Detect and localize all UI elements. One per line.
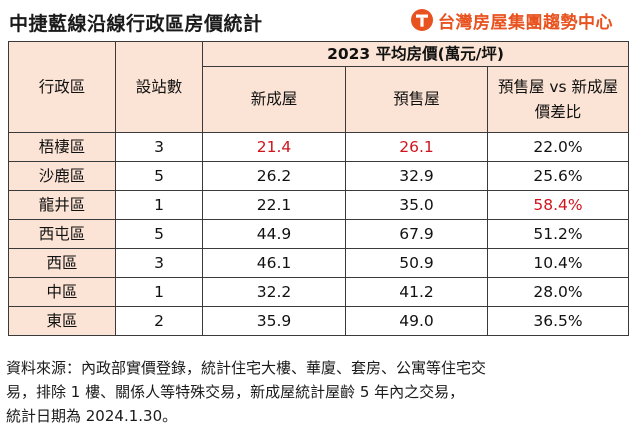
cell-stations: 2 [115, 306, 203, 336]
cell-price-diff: 28.0% [486, 277, 630, 307]
table-row: 中區 1 32.2 41.2 28.0% [8, 277, 630, 307]
cell-new-price: 35.9 [202, 306, 346, 336]
header-year-group: 2023 平均房價(萬元/坪) [201, 41, 630, 67]
cell-stations: 5 [115, 161, 203, 191]
cell-new-price: 46.1 [202, 248, 346, 278]
cell-district: 沙鹿區 [8, 161, 116, 191]
cell-price-diff: 10.4% [486, 248, 630, 278]
cell-district: 中區 [8, 277, 116, 307]
header-diff: 預售屋 vs 新成屋 價差比 [486, 66, 630, 133]
source-line-2: 易，排除 1 樓、關係人等特殊交易，新成屋統計屋齡 5 年內之交易， [6, 383, 465, 401]
page-title: 中捷藍線沿線行政區房價統計 [9, 13, 263, 35]
cell-stations: 3 [115, 132, 203, 162]
cell-new-price: 26.2 [202, 161, 346, 191]
cell-stations: 5 [115, 219, 203, 249]
table-row: 沙鹿區 5 26.2 32.9 25.6% [8, 161, 630, 191]
table-body: 梧棲區 3 21.4 26.1 22.0% 沙鹿區 5 26.2 32.9 25.6% 龍井區 1 22… [8, 132, 630, 336]
header-row-sub: 新成屋 預售屋 預售屋 vs 新成屋 價差比 [9, 66, 630, 133]
cell-price-diff: 25.6% [486, 161, 630, 191]
source-line-3: 統計日期為 2024.1.30。 [6, 407, 178, 425]
cell-stations: 1 [115, 190, 203, 220]
cell-presale-price: 35.0 [345, 190, 488, 220]
cell-new-price: 44.9 [202, 219, 346, 249]
tw-house-logo-icon [411, 9, 433, 31]
brand-header: 台灣房屋集團趨勢中心 [410, 6, 613, 34]
header-presale: 預售屋 [345, 66, 488, 133]
brand-name: 台灣房屋集團趨勢中心 [438, 12, 613, 33]
cell-district: 西屯區 [8, 219, 116, 249]
cell-presale-price: 67.9 [345, 219, 488, 249]
header-diff-line1: 預售屋 vs 新成屋 [497, 77, 619, 96]
cell-district: 梧棲區 [8, 132, 116, 162]
cell-district: 西區 [8, 248, 116, 278]
price-table: 行政區 設站數 2023 平均房價(萬元/坪) 新成屋 預售屋 預售屋 vs 新… [8, 41, 630, 336]
cell-price-diff: 58.4% [486, 190, 630, 220]
cell-presale-price: 49.0 [345, 306, 488, 336]
cell-price-diff: 22.0% [486, 132, 630, 162]
header-diff-label: 預售屋 vs 新成屋 價差比 [498, 75, 618, 125]
cell-stations: 1 [115, 277, 203, 307]
cell-price-diff: 36.5% [486, 306, 630, 336]
cell-presale-price: 41.2 [345, 277, 488, 307]
header-district: 行政區 [8, 41, 116, 133]
table-header: 行政區 設站數 2023 平均房價(萬元/坪) 新成屋 預售屋 預售屋 vs 新… [8, 41, 630, 133]
cell-new-price: 22.1 [202, 190, 346, 220]
cell-district: 龍井區 [8, 190, 116, 220]
table-row: 西屯區 5 44.9 67.9 51.2% [8, 219, 630, 249]
cell-district: 東區 [8, 306, 116, 336]
cell-new-price: 32.2 [202, 277, 346, 307]
table-row: 龍井區 1 22.1 35.0 58.4% [8, 190, 630, 220]
cell-new-price: 21.4 [202, 132, 346, 162]
cell-price-diff: 51.2% [486, 219, 630, 249]
header-row-top: 行政區 設站數 2023 平均房價(萬元/坪) [8, 41, 630, 133]
cell-presale-price: 50.9 [345, 248, 488, 278]
table-row: 梧棲區 3 21.4 26.1 22.0% [8, 132, 630, 162]
header-stations: 設站數 [115, 41, 203, 133]
source-note: 資料來源：內政部實價登錄，統計住宅大樓、華廈、套房、公寓等住宅交 易，排除 1 … [6, 356, 632, 428]
header-new: 新成屋 [202, 66, 346, 133]
cell-presale-price: 26.1 [345, 132, 488, 162]
table-row: 西區 3 46.1 50.9 10.4% [8, 248, 630, 278]
cell-presale-price: 32.9 [345, 161, 488, 191]
table-row: 東區 2 35.9 49.0 36.5% [8, 306, 630, 336]
source-line-1: 資料來源：內政部實價登錄，統計住宅大樓、華廈、套房、公寓等住宅交 [6, 359, 487, 377]
cell-stations: 3 [115, 248, 203, 278]
header-diff-line2: 價差比 [534, 102, 582, 121]
